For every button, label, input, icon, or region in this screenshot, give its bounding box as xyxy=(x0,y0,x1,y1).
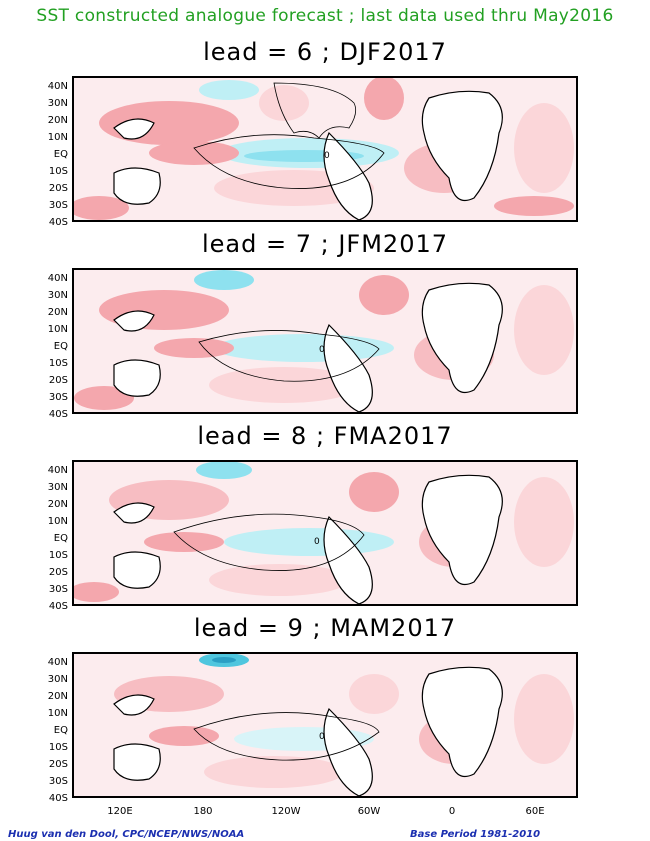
contour-zero-label: 0 xyxy=(319,732,325,742)
lat-label-20n: 20N xyxy=(47,691,68,702)
lon-label-60w: 60W xyxy=(357,806,381,817)
sst-anomaly-map: 0 xyxy=(74,78,576,220)
lat-label-30n: 30N xyxy=(47,98,68,109)
contour-zero-label: 0 xyxy=(314,537,320,547)
lat-label-40s: 40S xyxy=(48,793,68,804)
lat-label-10s: 10S xyxy=(48,550,68,561)
lat-label-30s: 30S xyxy=(48,584,68,595)
lat-label-10n: 10N xyxy=(47,324,68,335)
lat-label-eq: EQ xyxy=(53,533,68,544)
lon-label-120e: 120E xyxy=(107,806,133,817)
lat-label-20n: 20N xyxy=(47,307,68,318)
lat-label-30s: 30S xyxy=(48,776,68,787)
map-panel-lead-7: 0 xyxy=(72,268,578,414)
lon-label-180: 180 xyxy=(193,806,213,817)
lat-label-10n: 10N xyxy=(47,708,68,719)
panel-title-lead-9: lead = 9 ; MAM2017 xyxy=(193,614,457,642)
lon-label-60e: 60E xyxy=(525,806,545,817)
lat-label-40n: 40N xyxy=(47,657,68,668)
credit-text: Huug van den Dool, CPC/NCEP/NWS/NOAA xyxy=(8,829,245,840)
lat-label-10n: 10N xyxy=(47,132,68,143)
lat-label-40n: 40N xyxy=(47,273,68,284)
lat-label-40s: 40S xyxy=(48,601,68,612)
lat-label-30n: 30N xyxy=(47,674,68,685)
lat-label-40s: 40S xyxy=(48,409,68,420)
lat-label-eq: EQ xyxy=(53,725,68,736)
lat-label-eq: EQ xyxy=(53,149,68,160)
lat-label-30s: 30S xyxy=(48,200,68,211)
lat-label-20n: 20N xyxy=(47,499,68,510)
lat-label-20s: 20S xyxy=(48,183,68,194)
contour-zero-label: 0 xyxy=(324,151,330,161)
lon-label-0: 0 xyxy=(448,806,456,817)
lat-label-eq: EQ xyxy=(53,341,68,352)
lat-label-10s: 10S xyxy=(48,358,68,369)
panel-title-lead-8: lead = 8 ; FMA2017 xyxy=(197,422,453,450)
panel-title-lead-6: lead = 6 ; DJF2017 xyxy=(203,38,447,66)
lon-label-120w: 120W xyxy=(271,806,301,817)
lat-label-10s: 10S xyxy=(48,166,68,177)
lat-label-40s: 40S xyxy=(48,217,68,228)
lat-label-20s: 20S xyxy=(48,567,68,578)
panel-title-lead-7: lead = 7 ; JFM2017 xyxy=(201,230,449,258)
lat-label-30n: 30N xyxy=(47,482,68,493)
sst-anomaly-map: 0 xyxy=(74,270,576,412)
sst-anomaly-map: 0 xyxy=(74,654,576,796)
map-panel-lead-9: 0 xyxy=(72,652,578,798)
lat-label-30n: 30N xyxy=(47,290,68,301)
lat-label-20s: 20S xyxy=(48,375,68,386)
lat-label-10n: 10N xyxy=(47,516,68,527)
contour-zero-label: 0 xyxy=(319,345,325,355)
sst-anomaly-map: 0 xyxy=(74,462,576,604)
lat-label-30s: 30S xyxy=(48,392,68,403)
base-period-text: Base Period 1981-2010 xyxy=(410,829,541,840)
lat-label-20s: 20S xyxy=(48,759,68,770)
lat-label-40n: 40N xyxy=(47,465,68,476)
lat-label-10s: 10S xyxy=(48,742,68,753)
map-panel-lead-6: 0 xyxy=(72,76,578,222)
figure-title: SST constructed analogue forecast ; last… xyxy=(36,6,614,26)
lat-label-20n: 20N xyxy=(47,115,68,126)
lat-label-40n: 40N xyxy=(47,81,68,92)
map-panel-lead-8: 0 xyxy=(72,460,578,606)
